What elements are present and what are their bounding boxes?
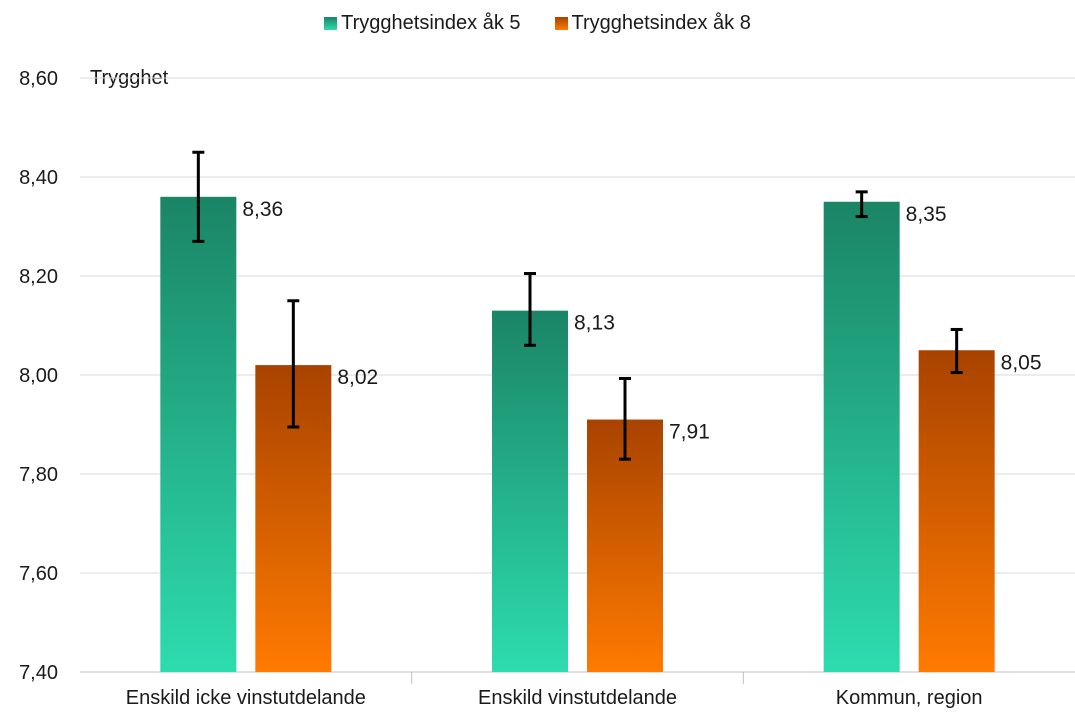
bar-ak8	[587, 419, 663, 672]
y-tick-label: 7,60	[19, 563, 58, 585]
x-tick-label: Enskild vinstutdelande	[478, 687, 677, 709]
legend-item-ak5: Trygghetsindex åk 5	[324, 12, 521, 35]
y-tick-label: 8,60	[19, 68, 58, 90]
data-label: 8,13	[574, 312, 615, 335]
legend-swatch-ak5	[324, 17, 338, 30]
data-label: 8,05	[1001, 351, 1042, 374]
bar-ak5	[492, 310, 568, 672]
legend-label-ak8: Trygghetsindex åk 8	[571, 12, 751, 34]
legend-label-ak5: Trygghetsindex åk 5	[341, 12, 521, 34]
y-tick-label: 8,20	[19, 266, 58, 288]
bar-ak5	[160, 196, 237, 673]
legend: Trygghetsindex åk 5 Trygghetsindex åk 8	[0, 12, 1075, 35]
data-label: 7,91	[669, 421, 710, 444]
y-tick-label: 7,80	[19, 464, 58, 486]
y-tick-label: 8,00	[19, 365, 58, 387]
data-label: 8,35	[906, 203, 947, 226]
legend-swatch-ak8	[554, 17, 568, 30]
bar-ak5	[823, 201, 900, 672]
x-tick-label: Enskild icke vinstutdelande	[126, 687, 366, 709]
y-tick-label: 7,40	[19, 662, 58, 684]
y-tick-label: 8,40	[19, 167, 58, 189]
x-tick-label: Kommun, region	[836, 687, 983, 709]
data-label: 8,02	[337, 366, 378, 389]
bar-ak8	[918, 350, 995, 672]
legend-item-ak8: Trygghetsindex åk 8	[554, 12, 751, 35]
data-label: 8,36	[242, 198, 283, 221]
